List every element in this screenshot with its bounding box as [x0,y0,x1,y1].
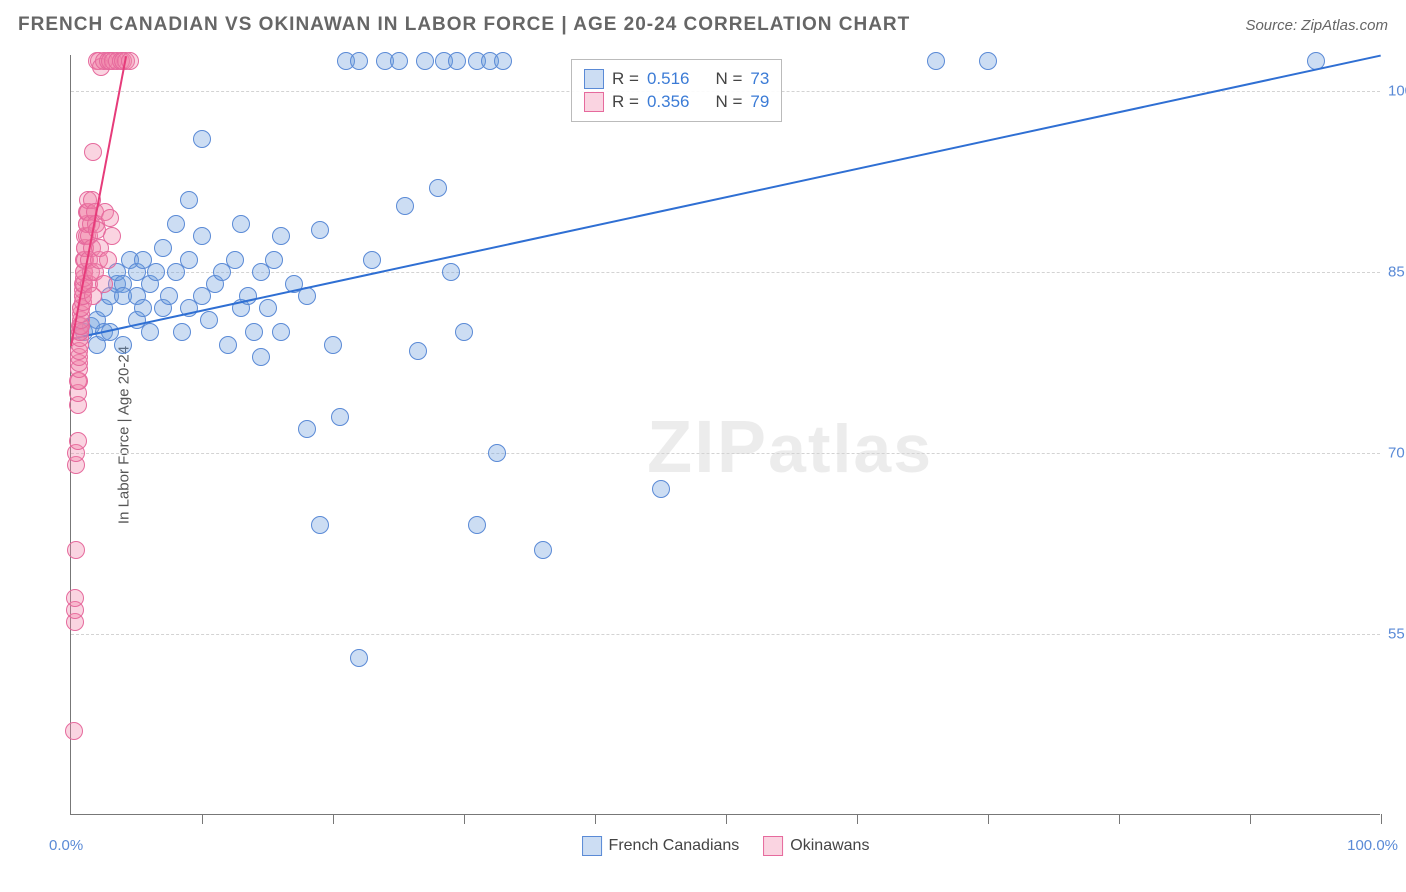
legend-n-value: 73 [750,69,769,89]
data-point [193,130,211,148]
data-point [167,215,185,233]
legend-n-label: N = [715,69,742,89]
data-point [226,251,244,269]
data-point [350,52,368,70]
data-point [252,348,270,366]
legend-swatch [582,836,602,856]
data-point [67,541,85,559]
x-axis-min-label: 0.0% [49,837,83,854]
data-point [245,323,263,341]
x-tick [595,814,596,824]
data-point [652,480,670,498]
data-point [180,191,198,209]
y-axis-title: In Labor Force | Age 20-24 [116,345,133,523]
data-point [272,323,290,341]
data-point [180,251,198,269]
data-point [429,179,447,197]
y-tick-label: 55.0% [1388,626,1406,643]
data-point [219,336,237,354]
x-axis-max-label: 100.0% [1347,837,1398,854]
legend-r-label: R = [612,92,639,112]
legend-item: French Canadians [582,836,740,856]
legend-row: R = 0.356 N = 79 [584,92,769,112]
legend-n-label: N = [715,92,742,112]
data-point [979,52,997,70]
data-point [409,342,427,360]
legend-swatch [584,69,604,89]
data-point [311,516,329,534]
y-tick-label: 70.0% [1388,445,1406,462]
gridline [71,453,1380,454]
chart-title: FRENCH CANADIAN VS OKINAWAN IN LABOR FOR… [18,14,910,36]
legend-r-label: R = [612,69,639,89]
x-tick [1119,814,1120,824]
data-point [160,287,178,305]
data-point [84,143,102,161]
data-point [331,408,349,426]
data-point [350,649,368,667]
data-point [232,215,250,233]
legend-n-value: 79 [750,92,769,112]
legend-item: Okinawans [763,836,869,856]
data-point [103,227,121,245]
x-tick [202,814,203,824]
data-point [455,323,473,341]
data-point [200,311,218,329]
x-tick [726,814,727,824]
data-point [147,263,165,281]
data-point [442,263,460,281]
legend-series-name: French Canadians [609,837,740,855]
data-point [134,299,152,317]
data-point [193,227,211,245]
legend-swatch [763,836,783,856]
x-tick [464,814,465,824]
data-point [66,589,84,607]
x-tick [857,814,858,824]
x-tick [1250,814,1251,824]
data-point [65,722,83,740]
watermark: ZIPatlas [647,404,933,489]
x-tick [988,814,989,824]
data-point [298,420,316,438]
data-point [534,541,552,559]
legend-r-value: 0.516 [647,69,690,89]
gridline [71,634,1380,635]
data-point [95,275,113,293]
data-point [114,336,132,354]
data-point [99,251,117,269]
y-tick-label: 100.0% [1388,83,1406,100]
scatter-plot: In Labor Force | Age 20-24 0.0% 100.0% Z… [70,55,1380,815]
data-point [363,251,381,269]
data-point [324,336,342,354]
data-point [390,52,408,70]
data-point [101,209,119,227]
correlation-legend: R = 0.516 N = 73 R = 0.356 N = 79 [571,59,782,122]
data-point [265,251,283,269]
data-point [468,516,486,534]
data-point [141,323,159,341]
data-point [927,52,945,70]
data-point [272,227,290,245]
legend-series-name: Okinawans [790,837,869,855]
legend-swatch [584,92,604,112]
data-point [494,52,512,70]
data-point [154,239,172,257]
legend-bottom: French Canadians Okinawans [582,836,870,856]
y-tick-label: 85.0% [1388,264,1406,281]
legend-row: R = 0.516 N = 73 [584,69,769,89]
data-point [173,323,191,341]
data-point [69,432,87,450]
data-point [396,197,414,215]
legend-r-value: 0.356 [647,92,690,112]
data-point [311,221,329,239]
data-point [416,52,434,70]
data-point [488,444,506,462]
x-tick [333,814,334,824]
data-point [259,299,277,317]
source-label: Source: ZipAtlas.com [1245,17,1388,34]
data-point [448,52,466,70]
x-tick [1381,814,1382,824]
